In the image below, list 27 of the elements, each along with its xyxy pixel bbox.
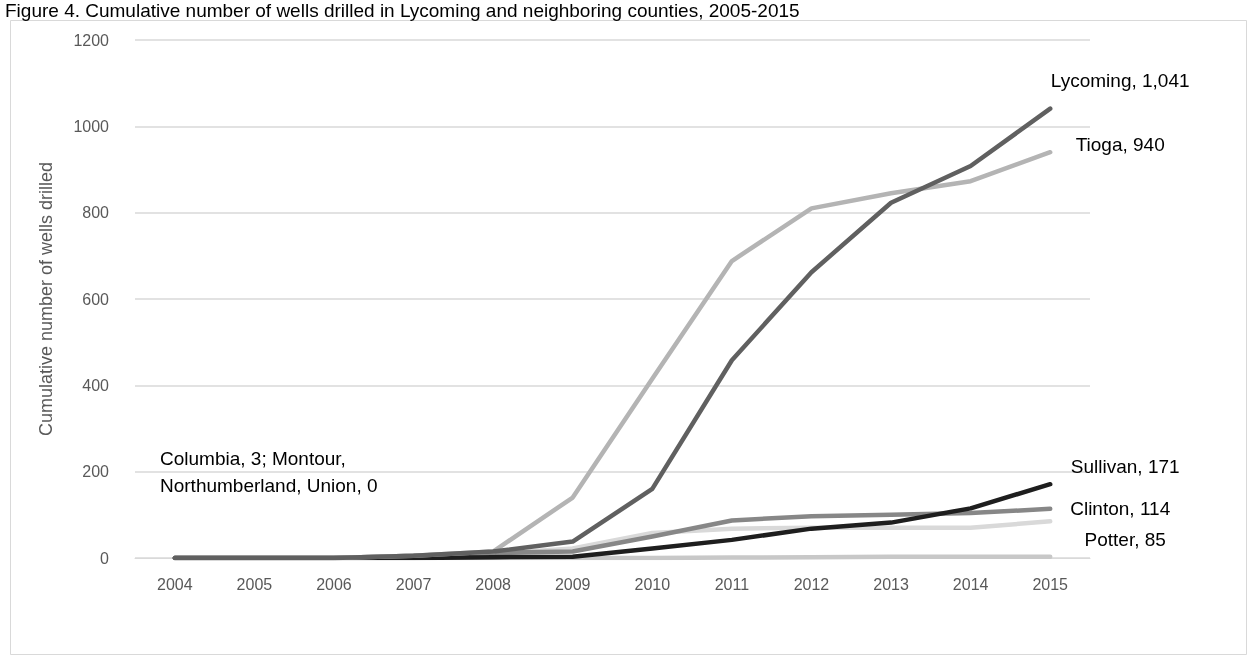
x-tick-label: 2006 xyxy=(316,575,352,593)
data-label: Clinton, 114 xyxy=(1070,498,1171,520)
x-tick-label: 2005 xyxy=(236,575,273,593)
y-tick-label: 1000 xyxy=(73,117,110,135)
data-label: Tioga, 940 xyxy=(1075,133,1165,155)
y-tick-label: 400 xyxy=(82,376,110,394)
x-tick-label: 2010 xyxy=(634,575,671,593)
x-tick-label: 2007 xyxy=(395,575,432,593)
chart-title: Figure 4. Cumulative number of wells drilled in Lycoming and neighboring counties, 2005-2015 xyxy=(5,0,800,21)
y-tick-label: 1200 xyxy=(73,31,110,49)
x-tick-label: 2004 xyxy=(156,575,193,593)
x-tick-label: 2015 xyxy=(1032,575,1069,593)
y-axis-title: Cumulative number of wells drilled xyxy=(36,161,56,437)
y-tick-label: 600 xyxy=(82,290,110,308)
data-label: Lycoming, 1,041 xyxy=(1050,70,1190,92)
x-tick-label: 2008 xyxy=(475,575,512,593)
x-tick-label: 2009 xyxy=(554,575,591,593)
data-label: Potter, 85 xyxy=(1084,528,1166,550)
x-tick-label: 2014 xyxy=(952,575,989,593)
data-label: Sullivan, 171 xyxy=(1070,455,1180,477)
y-tick-label: 200 xyxy=(82,463,110,481)
x-tick-label: 2013 xyxy=(873,575,909,593)
y-tick-label: 800 xyxy=(82,204,110,222)
x-tick-label: 2011 xyxy=(714,575,750,593)
x-tick-label: 2012 xyxy=(793,575,830,593)
y-tick-label: 0 xyxy=(100,549,110,567)
annotation: Columbia, 3; Montour, Northumberland, Union, 0 xyxy=(160,448,378,496)
